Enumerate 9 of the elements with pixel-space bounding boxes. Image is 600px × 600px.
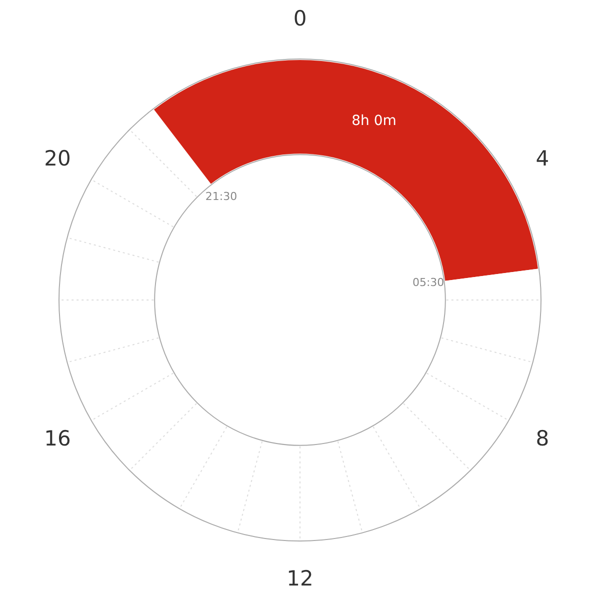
text: 20 [44, 146, 71, 170]
text: 8 [536, 426, 550, 450]
text: 4 [536, 146, 550, 170]
text: 16 [44, 426, 71, 450]
text: 0 [293, 6, 307, 30]
text: 05:30 [412, 276, 444, 289]
text: 8h 0m [352, 113, 396, 130]
text: 21:30 [205, 190, 238, 204]
text: 12 [286, 566, 314, 590]
